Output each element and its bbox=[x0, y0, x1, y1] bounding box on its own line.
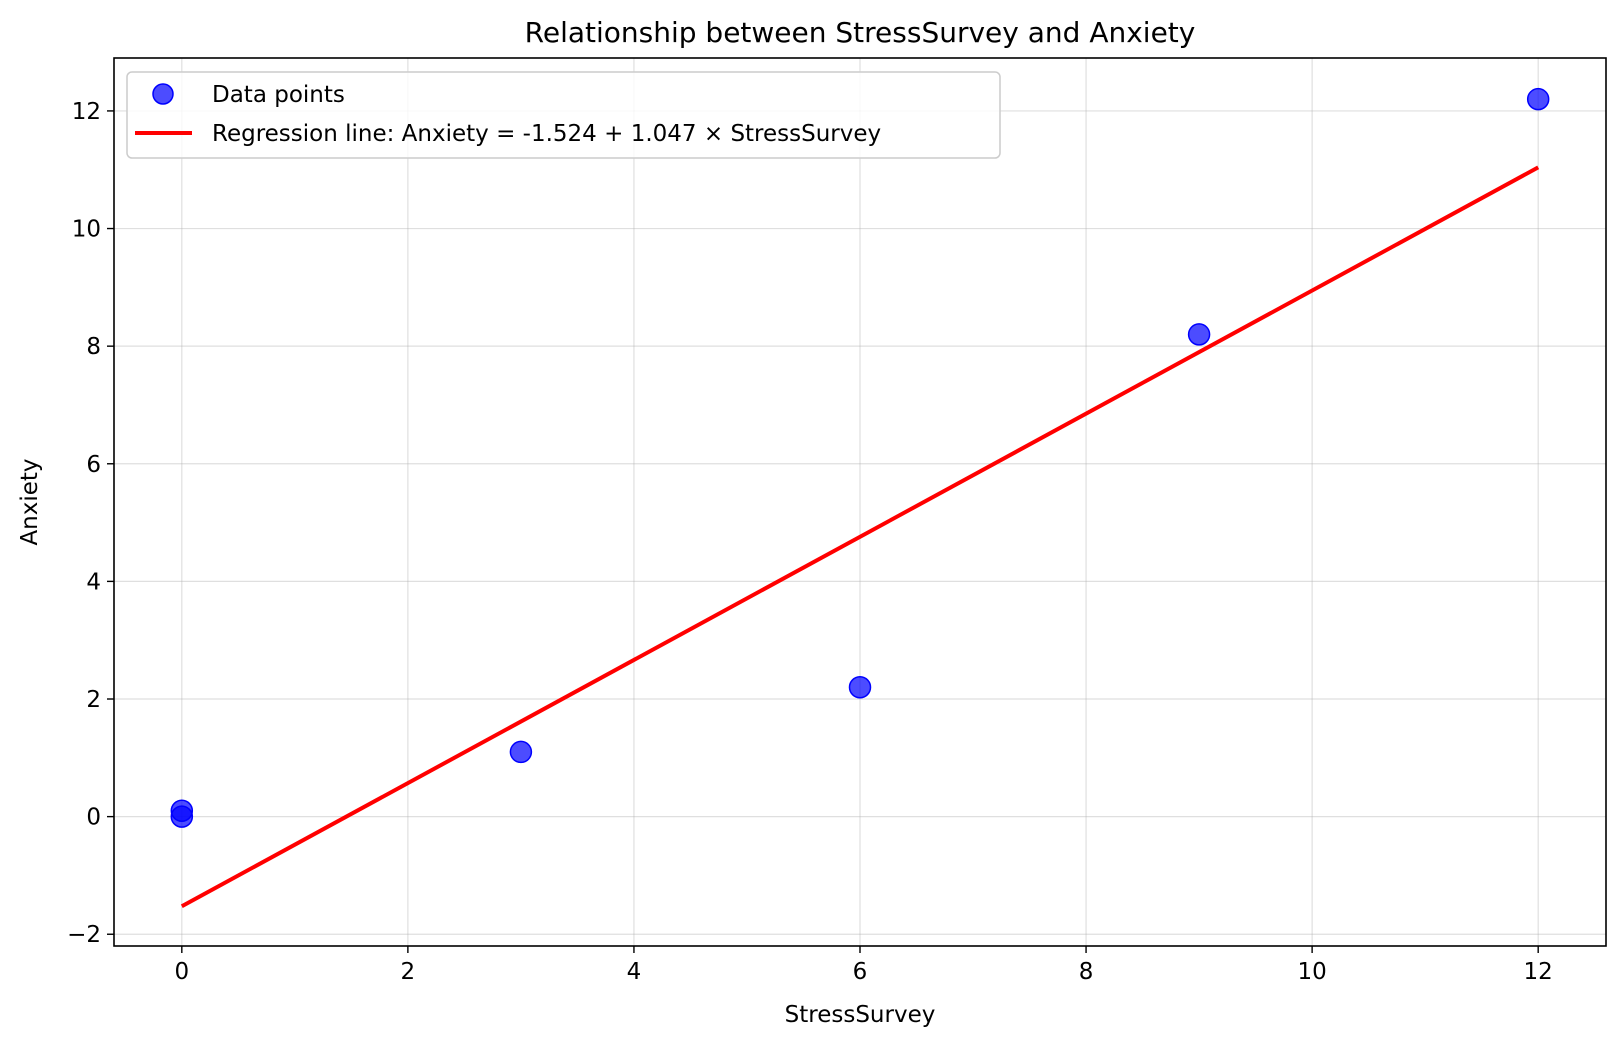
x-tick-label: 2 bbox=[401, 959, 416, 985]
y-axis-ticks: −2 0 2 4 6 8 10 12 bbox=[67, 99, 114, 948]
x-axis-ticks: 0 2 4 6 8 10 12 bbox=[174, 946, 1553, 985]
data-point bbox=[170, 799, 194, 822]
x-tick-label: 4 bbox=[627, 959, 642, 985]
y-tick-label: 2 bbox=[86, 687, 101, 713]
x-axis-label: StressSurvey bbox=[785, 1002, 936, 1028]
data-point bbox=[848, 675, 872, 699]
x-tick-label: 12 bbox=[1524, 959, 1553, 985]
x-tick-label: 6 bbox=[853, 959, 868, 985]
y-axis-label: Anxiety bbox=[17, 458, 43, 545]
x-tick-label: 10 bbox=[1297, 959, 1326, 985]
x-tick-label: 0 bbox=[174, 959, 189, 985]
y-tick-label: 10 bbox=[72, 217, 101, 243]
legend-label-data-points: Data points bbox=[212, 82, 345, 108]
legend-marker-data-points bbox=[152, 83, 174, 105]
legend: Data points Regression line: Anxiety = -… bbox=[126, 71, 1001, 159]
legend-label-regression-line: Regression line: Anxiety = -1.524 + 1.04… bbox=[212, 121, 881, 147]
y-tick-label: 6 bbox=[86, 452, 101, 478]
chart-title: Relationship between StressSurvey and An… bbox=[525, 16, 1196, 49]
y-tick-label: 0 bbox=[86, 805, 101, 831]
data-point bbox=[509, 740, 533, 764]
data-point bbox=[1526, 87, 1550, 111]
data-point bbox=[1187, 323, 1211, 346]
y-tick-label: 12 bbox=[72, 99, 101, 125]
regression-line bbox=[180, 165, 1540, 909]
legend-box bbox=[126, 71, 1001, 159]
y-tick-label: 8 bbox=[86, 334, 101, 360]
points-layer bbox=[170, 87, 1550, 828]
regression-layer bbox=[180, 165, 1540, 909]
y-tick-label: −2 bbox=[67, 922, 101, 948]
x-tick-label: 8 bbox=[1079, 959, 1094, 985]
y-tick-label: 4 bbox=[86, 569, 101, 595]
